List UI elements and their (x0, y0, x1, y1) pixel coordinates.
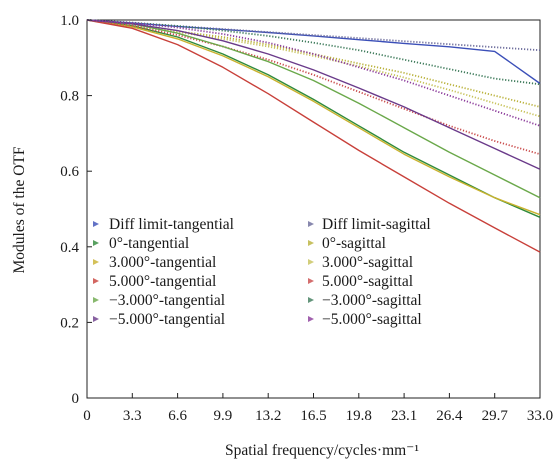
y-axis-title: Modules of the OTF (11, 146, 28, 273)
x-tick-label: 19.8 (346, 408, 372, 424)
y-tick-label: 0.8 (60, 89, 79, 105)
legend-marker (93, 221, 99, 227)
legend-label: −3.000°-tangential (109, 292, 225, 309)
plot-frame (86, 19, 541, 399)
y-tick-label: 0.2 (60, 315, 79, 331)
series-line-8 (86, 19, 541, 156)
legend-marker (93, 316, 99, 322)
series-line-10 (86, 19, 541, 86)
y-tick-label: 0 (72, 391, 80, 407)
tick-labels: 0 3.3 6.6 9.9 13.2 16.5 19.8 23.1 26.4 29.7 33.0 0 0… (60, 13, 553, 424)
legend-label: Diff limit-sagittal (322, 216, 431, 233)
x-tick-label: 26.4 (436, 408, 463, 424)
legend-marker (93, 297, 99, 303)
axes (86, 19, 541, 399)
legend-marker (93, 259, 99, 265)
legend-marker (308, 278, 314, 284)
legend-label: 5.000°-sagittal (322, 273, 413, 290)
legend-marker (93, 278, 99, 284)
y-tick-label: 1.0 (60, 13, 79, 29)
x-tick-label: 9.9 (214, 408, 233, 424)
legend-label: 3.000°-tangential (109, 254, 216, 271)
legend-marker (308, 259, 314, 265)
legend-label: −5.000°-sagittal (322, 311, 422, 328)
legend-marker (93, 240, 99, 246)
legend-label: 0°-sagittal (322, 235, 386, 252)
x-tick-label: 16.5 (300, 408, 326, 424)
y-tick-label: 0.6 (60, 164, 79, 180)
y-tick-label: 0.4 (60, 240, 79, 256)
series-line-7 (86, 19, 541, 253)
legend-label: −3.000°-sagittal (322, 292, 422, 309)
legend-marker (308, 316, 314, 322)
series-line-12 (86, 19, 541, 127)
series-line-3 (86, 19, 541, 218)
legend-label: 3.000°-sagittal (322, 254, 413, 271)
x-tick-label: 33.0 (527, 408, 553, 424)
x-tick-label: 13.2 (255, 408, 281, 424)
series-line-11 (86, 19, 541, 170)
legend: Diff limit-tangential 0°-tangential 3.000°… (93, 216, 431, 328)
legend-marker (308, 221, 314, 227)
legend-label: 0°-tangential (109, 235, 189, 252)
series-layer (86, 19, 541, 253)
x-tick-label: 6.6 (168, 408, 187, 424)
legend-label: 5.000°-tangential (109, 273, 216, 290)
legend-marker (308, 297, 314, 303)
x-axis-title: Spatial frequency/cycles·mm⁻¹ (225, 442, 419, 459)
x-tick-label: 29.7 (482, 408, 509, 424)
legend-label: −5.000°-tangential (109, 311, 225, 328)
plot-area (86, 19, 541, 399)
series-line-1 (86, 19, 541, 85)
x-tick-label: 0 (83, 408, 91, 424)
legend-label: Diff limit-tangential (109, 216, 234, 233)
x-tick-label: 3.3 (123, 408, 142, 424)
series-line-5 (86, 19, 541, 216)
x-tick-label: 23.1 (391, 408, 417, 424)
legend-marker (308, 240, 314, 246)
series-line-9 (86, 19, 541, 199)
